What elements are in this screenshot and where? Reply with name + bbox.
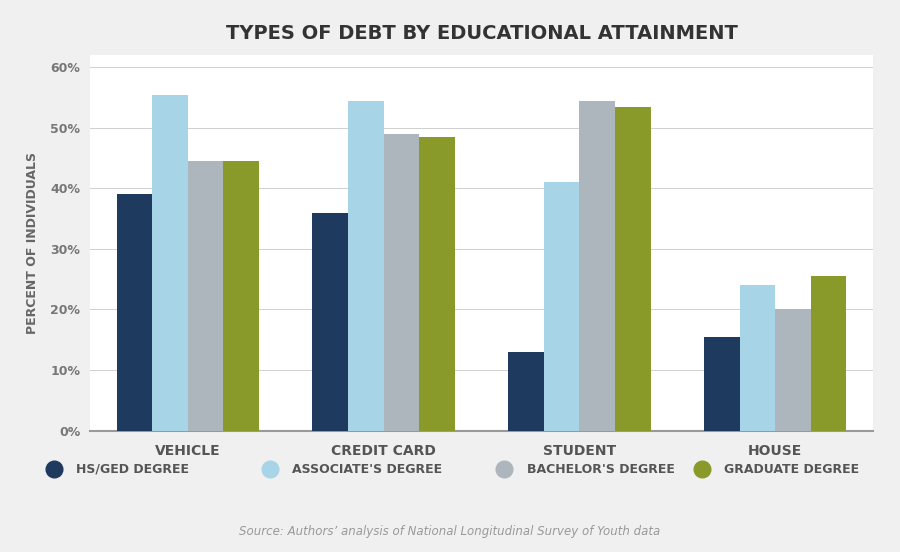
- Bar: [383, 134, 419, 431]
- Title: TYPES OF DEBT BY EDUCATIONAL ATTAINMENT: TYPES OF DEBT BY EDUCATIONAL ATTAINMENT: [226, 24, 737, 43]
- Bar: [704, 337, 740, 431]
- Bar: [117, 194, 152, 431]
- Bar: [775, 310, 811, 431]
- Bar: [419, 137, 454, 431]
- Bar: [580, 100, 615, 431]
- Text: BACHELOR'S DEGREE: BACHELOR'S DEGREE: [526, 463, 674, 476]
- Bar: [740, 285, 775, 431]
- Bar: [615, 107, 651, 431]
- Bar: [312, 213, 348, 431]
- Y-axis label: PERCENT OF INDIVIDUALS: PERCENT OF INDIVIDUALS: [26, 152, 40, 334]
- Bar: [223, 161, 259, 431]
- Bar: [811, 276, 846, 431]
- Text: Source: Authors’ analysis of National Longitudinal Survey of Youth data: Source: Authors’ analysis of National Lo…: [239, 525, 661, 538]
- Bar: [348, 100, 383, 431]
- Bar: [544, 182, 580, 431]
- Bar: [188, 161, 223, 431]
- Bar: [152, 94, 188, 431]
- Text: HS/GED DEGREE: HS/GED DEGREE: [76, 463, 190, 476]
- Bar: [508, 352, 544, 431]
- Text: GRADUATE DEGREE: GRADUATE DEGREE: [724, 463, 859, 476]
- Text: ASSOCIATE'S DEGREE: ASSOCIATE'S DEGREE: [292, 463, 443, 476]
